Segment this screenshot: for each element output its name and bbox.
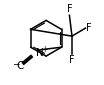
Text: +: + bbox=[41, 45, 48, 54]
Text: F: F bbox=[67, 4, 72, 14]
Text: F: F bbox=[69, 55, 75, 65]
Text: F: F bbox=[86, 23, 92, 33]
Text: C: C bbox=[17, 61, 24, 71]
Text: N: N bbox=[36, 48, 44, 58]
Text: −: − bbox=[12, 59, 19, 68]
